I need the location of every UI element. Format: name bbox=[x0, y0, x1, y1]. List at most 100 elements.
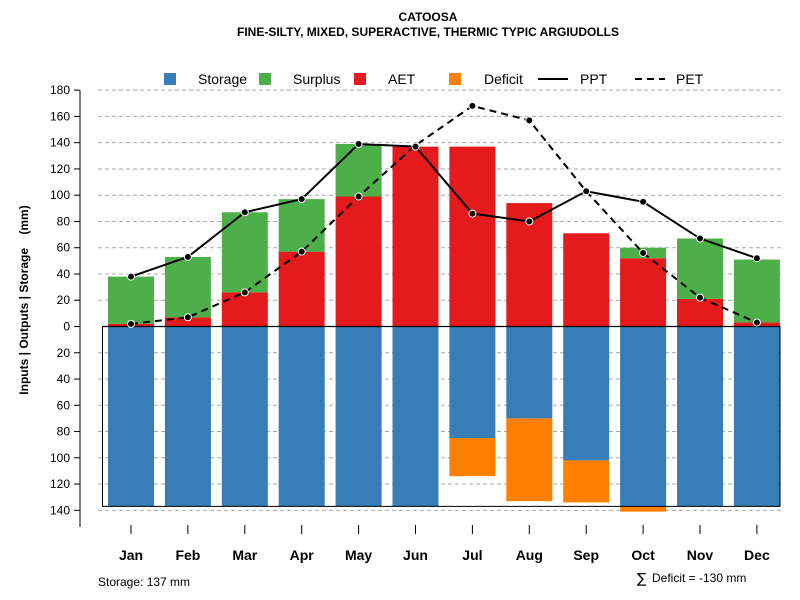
storage-bar bbox=[278, 326, 325, 507]
surplus-legend-label: Surplus bbox=[293, 71, 340, 87]
aet-bar bbox=[221, 292, 268, 327]
y-tick-label: 140 bbox=[50, 136, 70, 150]
surplus-bar bbox=[278, 199, 325, 252]
pet-point bbox=[240, 288, 249, 297]
y-tick-label: 60 bbox=[57, 398, 71, 412]
storage-bar bbox=[221, 326, 268, 507]
deficit-legend-label: Deficit bbox=[484, 71, 523, 87]
deficit-bar bbox=[506, 418, 553, 502]
y-tick-label: 40 bbox=[57, 267, 71, 281]
surplus-bar bbox=[733, 259, 780, 323]
x-tick-label-jun: Jun bbox=[403, 547, 428, 563]
storage-legend-label: Storage bbox=[198, 71, 247, 87]
y-tick-label: 40 bbox=[57, 372, 71, 386]
y-tick-label: 20 bbox=[57, 346, 71, 360]
y-tick-label: 0 bbox=[63, 320, 70, 334]
ppt-point bbox=[127, 272, 135, 281]
x-tick-label-jul: Jul bbox=[462, 547, 482, 563]
deficit-legend-swatch bbox=[449, 73, 461, 85]
aet-bar bbox=[620, 258, 667, 327]
pet-point bbox=[752, 318, 761, 327]
x-tick-label-mar: Mar bbox=[232, 547, 257, 563]
y-tick-label: 180 bbox=[50, 83, 70, 97]
storage-bar bbox=[335, 326, 382, 507]
aet-legend-label: AET bbox=[388, 71, 416, 87]
ppt-point bbox=[582, 187, 591, 196]
pet-point bbox=[639, 248, 648, 257]
ppt-point bbox=[297, 195, 306, 204]
ppt-point bbox=[752, 254, 761, 263]
deficit-bar bbox=[563, 460, 610, 503]
pet-point bbox=[127, 319, 135, 328]
storage-bar bbox=[506, 326, 553, 419]
x-tick-label-may: May bbox=[345, 547, 372, 563]
ppt-legend-label: PPT bbox=[580, 71, 608, 87]
y-tick-label: 20 bbox=[57, 293, 71, 307]
aet-bar bbox=[392, 146, 439, 327]
storage-legend-swatch bbox=[164, 73, 176, 85]
ppt-line bbox=[130, 142, 758, 278]
ppt-point bbox=[468, 209, 477, 218]
pet-legend-label: PET bbox=[676, 71, 704, 87]
aet-bar bbox=[164, 317, 211, 327]
chart-subtitle: FINE-SILTY, MIXED, SUPERACTIVE, THERMIC … bbox=[237, 25, 619, 39]
storage-note: Storage: 137 mm bbox=[98, 575, 190, 589]
y-tick-label: 120 bbox=[50, 162, 70, 176]
x-tick-label-sep: Sep bbox=[573, 547, 599, 563]
pet-point bbox=[354, 192, 363, 201]
storage-bar bbox=[164, 326, 211, 507]
ppt-point bbox=[639, 197, 648, 206]
pet-point bbox=[468, 101, 477, 110]
deficit-bar bbox=[620, 506, 667, 512]
axes: 0 20 40 60 80 100 120 140 160 180 20 40 60 80 100 120 14… bbox=[50, 83, 780, 563]
pet-point bbox=[297, 247, 306, 256]
x-tick-label-nov: Nov bbox=[687, 547, 714, 563]
pet-point bbox=[525, 116, 534, 125]
y-tick-label: 160 bbox=[50, 109, 70, 123]
ppt-point bbox=[240, 208, 249, 217]
pet-line bbox=[130, 104, 758, 325]
storage-bar bbox=[563, 326, 610, 461]
storage-bar bbox=[108, 326, 154, 507]
y-tick-label: 80 bbox=[57, 214, 71, 228]
y-tick-label: 100 bbox=[50, 188, 70, 202]
deficit-note: Deficit = -130 mm bbox=[652, 571, 746, 585]
aet-bar bbox=[677, 298, 723, 327]
y-tick-label: 100 bbox=[50, 451, 70, 465]
surplus-bar bbox=[335, 143, 382, 197]
surplus-bar bbox=[221, 212, 268, 293]
x-tick-label-apr: Apr bbox=[290, 547, 315, 563]
aet-legend-swatch bbox=[354, 73, 366, 85]
lines bbox=[127, 101, 761, 328]
aet-bar bbox=[449, 146, 496, 327]
gridlines bbox=[98, 89, 783, 511]
surplus-legend-swatch bbox=[259, 73, 271, 85]
x-tick-label-dec: Dec bbox=[744, 547, 770, 563]
aet-bar bbox=[563, 233, 610, 327]
surplus-bar bbox=[108, 276, 154, 324]
storage-bar bbox=[677, 326, 723, 507]
pet-point bbox=[183, 313, 192, 322]
ppt-point bbox=[183, 252, 192, 261]
y-tick-label: 120 bbox=[50, 477, 70, 491]
pet-point bbox=[696, 293, 704, 302]
surplus-bar bbox=[677, 238, 723, 299]
sigma-icon: ∑ bbox=[637, 571, 647, 587]
y-tick-label: 80 bbox=[57, 425, 71, 439]
ppt-point bbox=[696, 234, 704, 243]
ppt-point bbox=[525, 217, 534, 226]
x-tick-label-jan: Jan bbox=[119, 547, 143, 563]
surplus-bar bbox=[164, 256, 211, 318]
chart-title: CATOOSA bbox=[399, 10, 458, 24]
deficit-bar bbox=[449, 438, 496, 477]
storage-bar bbox=[620, 326, 667, 507]
ppt-point bbox=[354, 139, 363, 148]
aet-bar bbox=[335, 196, 382, 327]
x-tick-label-oct: Oct bbox=[631, 547, 655, 563]
y-axis-label: Inputs | Outputs | Storage (mm) bbox=[17, 205, 31, 394]
storage-bar bbox=[449, 326, 496, 439]
ppt-point bbox=[411, 142, 420, 151]
legend: Storage Surplus AET Deficit PPT PET bbox=[164, 71, 704, 87]
aet-bar bbox=[278, 251, 325, 327]
